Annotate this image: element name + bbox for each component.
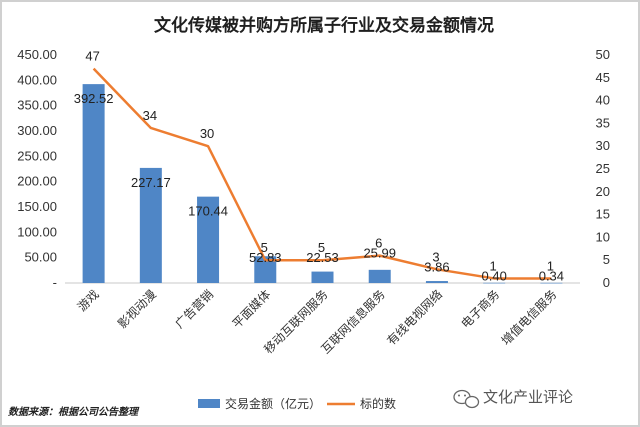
line-value-label: 5 [318, 240, 325, 255]
legend-label-bar: 交易金额（亿元） [225, 396, 321, 411]
y-right-tick-label: 35 [596, 115, 610, 130]
y-right-tick-label: 45 [596, 70, 610, 85]
y-left-tick-label: 400.00 [17, 72, 57, 87]
x-tick-label: 游戏 [75, 287, 102, 314]
bar [368, 269, 391, 283]
x-tick-label: 电子商务 [458, 287, 503, 332]
chart-title: 文化传媒被并购方所属子行业及交易金额情况 [154, 15, 494, 36]
x-tick-label: 增值电信服务 [498, 287, 560, 349]
series-line-target-count [92, 67, 552, 280]
bar-value-label: 25.99 [363, 246, 396, 261]
line-value-label: 34 [143, 108, 157, 123]
bar-value-label: 0.40 [482, 268, 507, 283]
y-left-tick-label: 350.00 [17, 98, 57, 113]
x-tick-label: 影视动漫 [114, 287, 159, 332]
bar [254, 256, 277, 283]
bar-value-label: 170.44 [188, 204, 228, 219]
y-left-tick-label: 450.00 [17, 47, 57, 62]
line-value-label: 47 [85, 49, 99, 64]
bar-value-label: 392.52 [74, 91, 114, 106]
bar [197, 196, 220, 283]
bar-value-label: 52.83 [249, 250, 282, 265]
y-left-tick-label: 100.00 [17, 224, 57, 239]
y-left-tick-label: 300.00 [17, 123, 57, 138]
y-left-tick-label: 200.00 [17, 174, 57, 189]
bar-value-label: 22.53 [306, 250, 339, 265]
legend-swatch-bar [198, 399, 220, 408]
y-left-tick-label: 150.00 [17, 199, 57, 214]
data-source-note: 数据来源：根据公司公告整理 [8, 406, 140, 418]
bar [311, 271, 334, 283]
y-right-tick-label: 30 [596, 138, 610, 153]
y-left-tick-label: - [53, 275, 57, 290]
y-right-tick-label: 15 [596, 207, 610, 222]
y-right-tick-label: 40 [596, 93, 610, 108]
line-value-label: 1 [547, 258, 554, 273]
watermark: 文化产业评论 [453, 388, 573, 409]
watermark-text: 文化产业评论 [483, 388, 573, 406]
bar-value-label: 3.86 [424, 259, 449, 274]
bar [540, 282, 563, 284]
x-tick-label: 广告营销 [172, 287, 216, 331]
y-right-tick-label: 0 [603, 275, 610, 290]
x-tick-label: 平面媒体 [230, 287, 274, 331]
y-right-tick-label: 20 [596, 184, 610, 199]
bar-value-label: 227.17 [131, 175, 171, 190]
plot-area: -50.00100.00150.00200.00250.00300.00350.… [17, 47, 610, 357]
x-tick-label: 有线电视网络 [384, 287, 446, 349]
y-right-tick-label: 25 [596, 161, 610, 176]
y-right-tick-label: 50 [596, 47, 610, 62]
bar [82, 84, 105, 283]
y-right-tick-label: 5 [603, 252, 610, 267]
bar [139, 167, 162, 283]
legend-label-line: 标的数 [360, 396, 396, 411]
line-value-label: 30 [200, 126, 214, 141]
y-left-tick-label: 250.00 [17, 148, 57, 163]
y-left-tick-label: 50.00 [24, 250, 57, 265]
line-value-label: 6 [375, 236, 382, 251]
bar-value-label: 0.34 [539, 268, 564, 283]
y-right-tick-label: 10 [596, 229, 610, 244]
line-value-label: 3 [432, 249, 439, 264]
line-value-label: 5 [261, 240, 268, 255]
bar [425, 281, 448, 283]
bar [483, 282, 506, 284]
wechat-icon [453, 389, 480, 409]
line-value-label: 1 [490, 258, 497, 273]
legend: 交易金额（亿元） 标的数 [198, 396, 396, 411]
